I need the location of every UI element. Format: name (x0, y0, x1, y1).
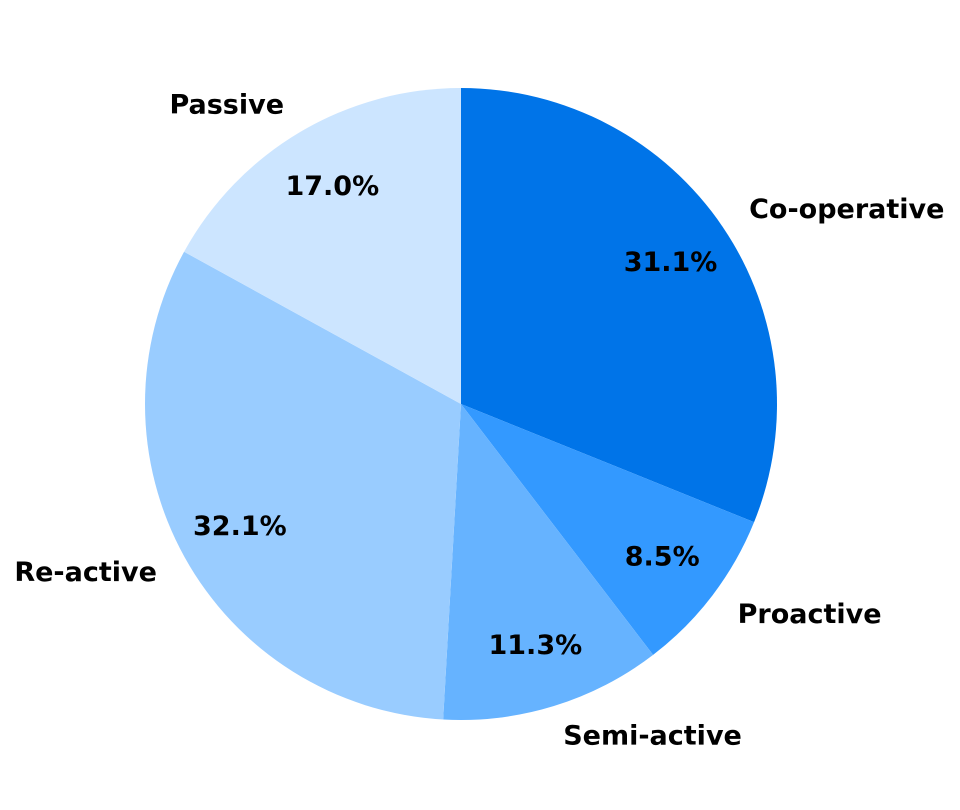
pie-slices (144, 88, 778, 720)
pie-slice-semi-active (443, 404, 654, 720)
pct-label-proactive: 8.5% (625, 542, 700, 573)
pie-slice-passive (184, 88, 461, 404)
pie-slice-re-active (144, 251, 462, 720)
pct-label-passive: 17.0% (285, 171, 379, 202)
pie-slice-co-operative (461, 88, 778, 523)
slice-label-semi-active: Semi-active (563, 721, 742, 752)
slice-label-passive: Passive (169, 89, 284, 120)
slice-label-proactive: Proactive (738, 599, 882, 630)
pie-labels: Co-operative 31.1% Proactive 8.5% Semi-activ… (14, 89, 944, 751)
pct-label-semi-active: 11.3% (488, 630, 582, 661)
pct-label-re-active: 32.1% (193, 511, 287, 542)
slice-label-co-operative: Co-operative (749, 194, 944, 225)
pie-slice-proactive (461, 404, 755, 655)
pct-label-co-operative: 31.1% (624, 247, 718, 278)
slice-label-re-active: Re-active (14, 557, 157, 588)
